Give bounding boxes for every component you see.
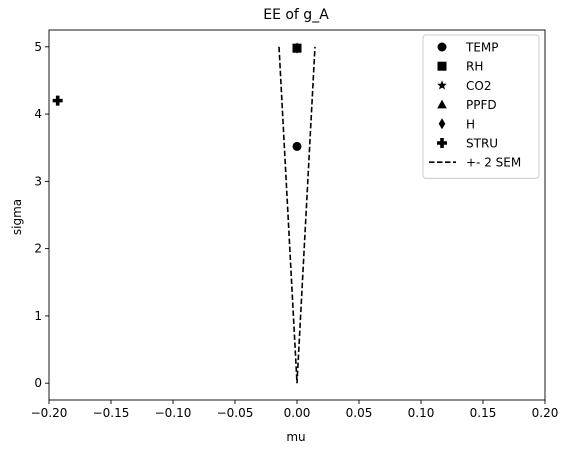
- x-tick-label: −0.10: [155, 406, 192, 420]
- legend-marker-h: [438, 118, 446, 130]
- x-tick-label: 0.20: [532, 406, 559, 420]
- y-tick-label: 2: [34, 242, 42, 256]
- x-tick-label: 0.15: [470, 406, 497, 420]
- legend-label: CO2: [466, 79, 491, 93]
- x-tick-label: 0.10: [408, 406, 435, 420]
- legend-marker-co2: [437, 80, 447, 90]
- sem-line: [278, 46, 316, 384]
- x-tick-label: −0.05: [217, 406, 254, 420]
- data-point-stru: [52, 95, 63, 106]
- data-point-temp: [292, 141, 302, 151]
- y-tick-label: 4: [34, 107, 42, 121]
- x-tick-label: −0.15: [93, 406, 130, 420]
- y-tick-label: 3: [34, 174, 42, 188]
- legend-label: H: [466, 117, 475, 131]
- plot-area: −0.20 −0.15 −0.10 −0.05 0.00 0.05 0.10 0.15 0.20…: [31, 29, 559, 420]
- data-point-h: [293, 42, 301, 54]
- legend-marker-ppfd: [437, 99, 447, 109]
- legend-box: [422, 34, 540, 179]
- legend-marker-temp: [437, 42, 447, 52]
- chart-title: EE of g_A: [263, 7, 329, 23]
- y-tick-label: 1: [34, 309, 42, 323]
- legend-marker-rh: [437, 61, 447, 71]
- y-tick-label: 5: [34, 40, 42, 54]
- x-tick-label: −0.20: [31, 406, 68, 420]
- x-axis-title: mu: [286, 430, 305, 444]
- axes-frame: [48, 29, 546, 401]
- legend-label: PPFD: [466, 98, 497, 112]
- y-tick-label: 0: [34, 376, 42, 390]
- x-tick-label: 0.00: [284, 406, 311, 420]
- x-tick-label: 0.05: [346, 406, 373, 420]
- legend: TEMP RH CO2 PPFD H STRU +- 2 SEM: [422, 34, 540, 179]
- legend-label: TEMP: [465, 41, 499, 55]
- y-axis-title: sigma: [10, 199, 24, 235]
- legend-label: RH: [466, 60, 483, 74]
- legend-marker-stru: [437, 138, 447, 148]
- legend-label: +- 2 SEM: [466, 156, 521, 170]
- legend-label: STRU: [466, 137, 498, 151]
